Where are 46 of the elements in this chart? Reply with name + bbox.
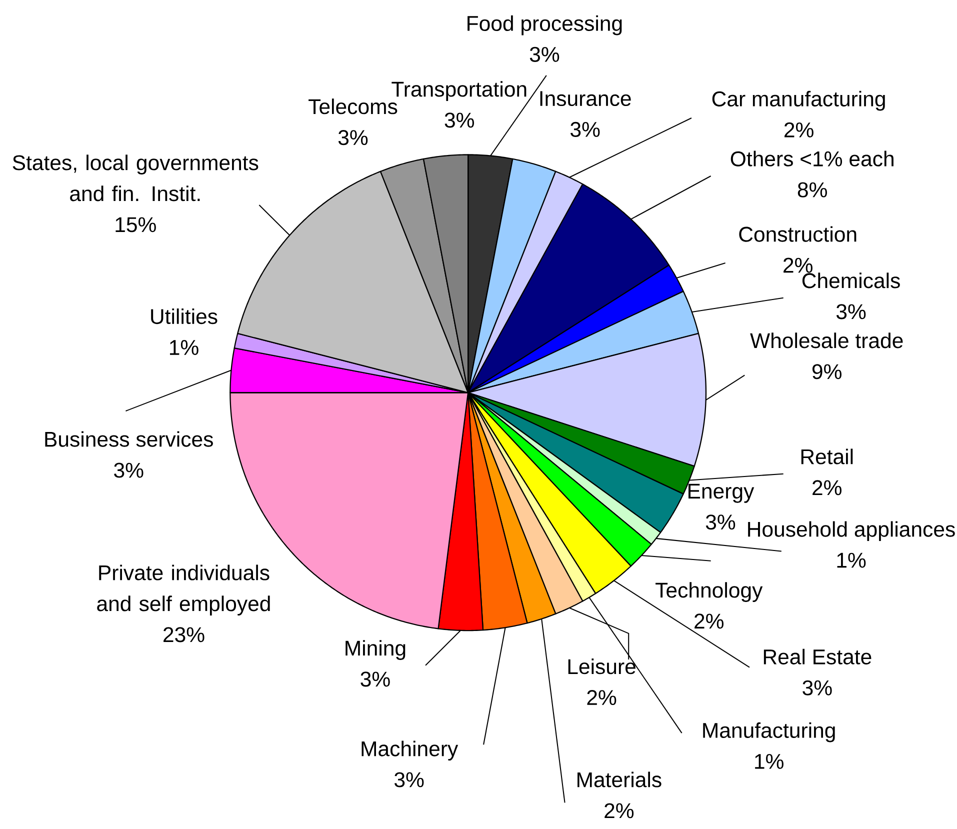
slice-label: Others <1% each <box>730 150 894 167</box>
slice-label: Insurance <box>540 91 631 106</box>
data-label: 8% <box>798 182 827 198</box>
data-label: 2% <box>784 122 814 138</box>
data-label: 3% <box>802 680 832 696</box>
data-label: 1% <box>755 754 784 769</box>
slice-label: Private individuals and self employed <box>97 564 270 616</box>
slice-label: Mining <box>346 640 406 660</box>
slice-label: Wholesale trade <box>750 332 903 348</box>
slice-label: Leisure <box>568 658 636 674</box>
data-label: 3% <box>836 304 866 320</box>
data-label: 3% <box>444 112 474 128</box>
data-label: 2% <box>694 614 724 629</box>
slice-label: Machinery <box>362 740 458 761</box>
slice-label: Transportation <box>392 81 526 102</box>
data-label: 3% <box>706 514 736 530</box>
slice-label: Utilities <box>151 308 218 324</box>
data-label: 15% <box>116 217 156 232</box>
slice-label: Real Estate <box>764 648 872 665</box>
slice-label: Telecoms <box>308 98 398 114</box>
data-label: 2% <box>587 690 616 706</box>
slice-label: Car manufacturing <box>712 90 885 111</box>
data-label: 1% <box>837 552 866 568</box>
slice-label: Household appliances <box>748 521 955 542</box>
slice-label: States, local governments and fin. Instit. <box>12 154 258 202</box>
data-label: 3% <box>338 130 368 146</box>
data-label: 1% <box>170 340 198 356</box>
slice-label: Business services <box>45 431 213 447</box>
slice-label: Construction <box>739 226 856 242</box>
data-label: 2% <box>604 803 634 818</box>
data-label: 2% <box>784 258 812 273</box>
slice-label: Materials <box>578 772 662 788</box>
slice-label: Manufacturing <box>703 722 835 742</box>
data-label: 23% <box>164 627 204 642</box>
slice-label: Technology <box>656 582 763 602</box>
data-label: 3% <box>394 772 424 788</box>
data-label: 3% <box>530 46 560 62</box>
data-label: 3% <box>360 672 390 687</box>
data-label: 9% <box>812 364 842 380</box>
slice-label: Food processing <box>468 16 622 36</box>
slice-label: Energy <box>688 484 754 503</box>
data-label: 3% <box>114 462 144 478</box>
slice-label: Chemicals <box>802 272 900 288</box>
slice-label: Retail <box>801 448 853 464</box>
data-label: 2% <box>812 480 842 496</box>
data-label: 3% <box>570 122 600 138</box>
